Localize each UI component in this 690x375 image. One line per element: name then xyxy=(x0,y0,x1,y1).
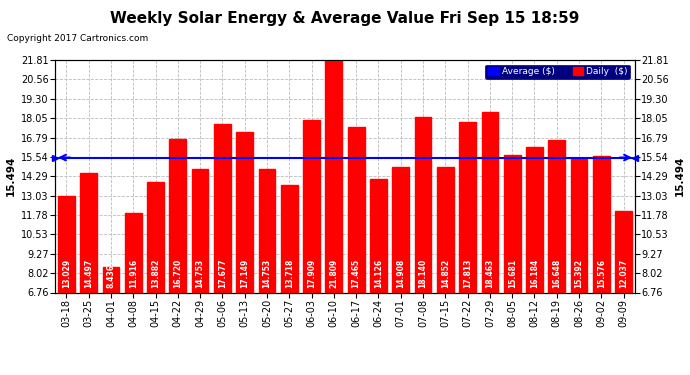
Bar xyxy=(170,139,186,292)
Bar xyxy=(147,183,164,292)
Bar xyxy=(593,156,610,292)
Text: 14.497: 14.497 xyxy=(84,259,93,288)
Bar xyxy=(348,127,364,292)
Text: 15.494: 15.494 xyxy=(6,156,15,196)
Text: 17.677: 17.677 xyxy=(218,258,227,288)
Bar xyxy=(303,120,320,292)
Text: 13.718: 13.718 xyxy=(285,258,294,288)
Bar xyxy=(326,60,342,292)
Bar xyxy=(236,132,253,292)
Bar xyxy=(571,159,587,292)
Text: 16.648: 16.648 xyxy=(552,259,561,288)
Bar xyxy=(415,117,431,292)
Bar xyxy=(58,196,75,292)
Text: 13.029: 13.029 xyxy=(62,259,71,288)
Text: 15.576: 15.576 xyxy=(597,259,606,288)
Bar xyxy=(437,168,453,292)
Text: 14.908: 14.908 xyxy=(396,259,405,288)
Bar xyxy=(549,140,565,292)
Bar xyxy=(281,185,297,292)
Text: 18.140: 18.140 xyxy=(419,259,428,288)
Text: Copyright 2017 Cartronics.com: Copyright 2017 Cartronics.com xyxy=(7,34,148,43)
Text: 14.852: 14.852 xyxy=(441,259,450,288)
Text: 8.436: 8.436 xyxy=(106,264,115,288)
Text: 14.753: 14.753 xyxy=(262,259,271,288)
Text: 16.184: 16.184 xyxy=(530,259,539,288)
Bar xyxy=(125,213,141,292)
Text: 17.465: 17.465 xyxy=(352,259,361,288)
Text: 17.909: 17.909 xyxy=(307,259,316,288)
Text: 14.126: 14.126 xyxy=(374,259,383,288)
Bar xyxy=(80,173,97,292)
Bar xyxy=(214,124,230,292)
Bar xyxy=(482,112,498,292)
Bar xyxy=(192,169,208,292)
Bar xyxy=(526,147,543,292)
Bar xyxy=(615,211,632,292)
Bar xyxy=(460,122,476,292)
Text: 16.720: 16.720 xyxy=(173,259,182,288)
Bar xyxy=(259,169,275,292)
Text: 17.149: 17.149 xyxy=(240,259,249,288)
Bar xyxy=(103,267,119,292)
Bar xyxy=(370,179,387,292)
Text: 14.753: 14.753 xyxy=(195,259,205,288)
Text: 13.882: 13.882 xyxy=(151,258,160,288)
Text: 17.813: 17.813 xyxy=(463,258,472,288)
Bar xyxy=(504,154,520,292)
Text: 18.463: 18.463 xyxy=(485,259,495,288)
Bar xyxy=(393,166,409,292)
Legend: Average ($), Daily  ($): Average ($), Daily ($) xyxy=(485,64,630,79)
Text: 15.681: 15.681 xyxy=(508,259,517,288)
Text: 15.392: 15.392 xyxy=(575,259,584,288)
Text: 15.494: 15.494 xyxy=(675,156,684,196)
Text: 12.037: 12.037 xyxy=(619,259,628,288)
Text: 11.916: 11.916 xyxy=(129,259,138,288)
Text: 21.809: 21.809 xyxy=(329,259,338,288)
Text: Weekly Solar Energy & Average Value Fri Sep 15 18:59: Weekly Solar Energy & Average Value Fri … xyxy=(110,11,580,26)
